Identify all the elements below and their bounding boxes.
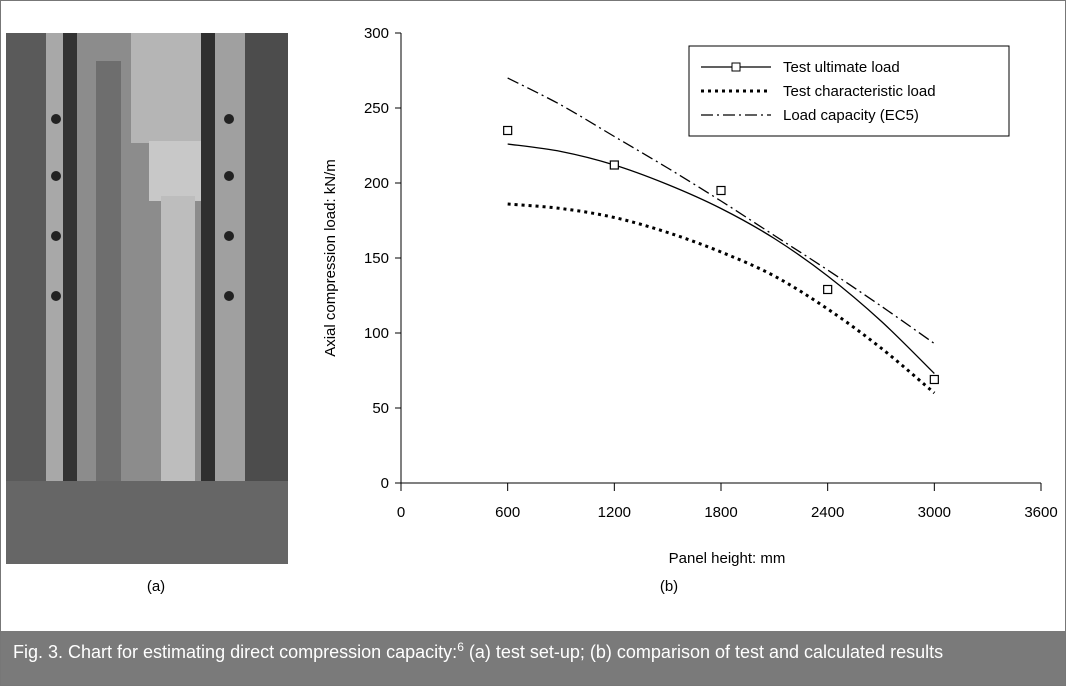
x-tick-label: 0	[397, 504, 405, 521]
series-line	[507, 143, 935, 374]
legend-label: Test ultimate load	[783, 59, 900, 76]
data-marker	[716, 185, 726, 196]
caption-sup: 6	[457, 640, 464, 654]
legend-label: Load capacity (EC5)	[783, 107, 919, 124]
x-tick-label: 600	[495, 504, 520, 521]
data-marker	[929, 374, 939, 385]
legend-marker	[731, 62, 741, 72]
caption-text: Fig. 3. Chart for estimating direct comp…	[13, 642, 458, 662]
panel-label: (a)	[147, 578, 165, 595]
x-tick-label: 3000	[918, 504, 951, 521]
x-tick-label: 3600	[1024, 504, 1057, 521]
data-marker	[609, 160, 619, 170]
legend-label: Test characteristic load	[783, 83, 936, 100]
x-tick-label: 1200	[598, 504, 631, 521]
series-line	[507, 77, 935, 345]
photo	[6, 33, 288, 564]
y-tick-label: 50	[372, 400, 389, 417]
x-axis-label: Panel height: mm	[669, 550, 786, 567]
y-tick-label: 150	[364, 250, 389, 267]
x-tick-label: 1800	[704, 504, 737, 521]
x-tick-label: 2400	[811, 504, 844, 521]
caption-text: (a) test set-up; (b) comparison of test …	[463, 642, 944, 662]
y-tick-label: 300	[364, 25, 389, 42]
legend-box	[688, 45, 1010, 137]
series-line	[507, 202, 936, 395]
y-tick-label: 250	[364, 100, 389, 117]
y-tick-label: 0	[381, 475, 389, 492]
y-tick-label: 100	[364, 325, 389, 342]
y-axis-label: Axial compression load: kN/m	[322, 159, 339, 357]
data-marker	[823, 284, 833, 295]
panel-label: (b)	[660, 578, 678, 595]
caption: Fig. 3. Chart for estimating direct comp…	[1, 631, 1065, 685]
data-marker	[503, 125, 513, 136]
y-tick-label: 200	[364, 175, 389, 192]
